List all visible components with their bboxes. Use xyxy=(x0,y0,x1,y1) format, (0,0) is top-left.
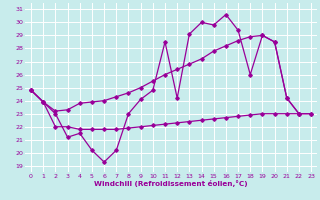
X-axis label: Windchill (Refroidissement éolien,°C): Windchill (Refroidissement éolien,°C) xyxy=(94,180,248,187)
